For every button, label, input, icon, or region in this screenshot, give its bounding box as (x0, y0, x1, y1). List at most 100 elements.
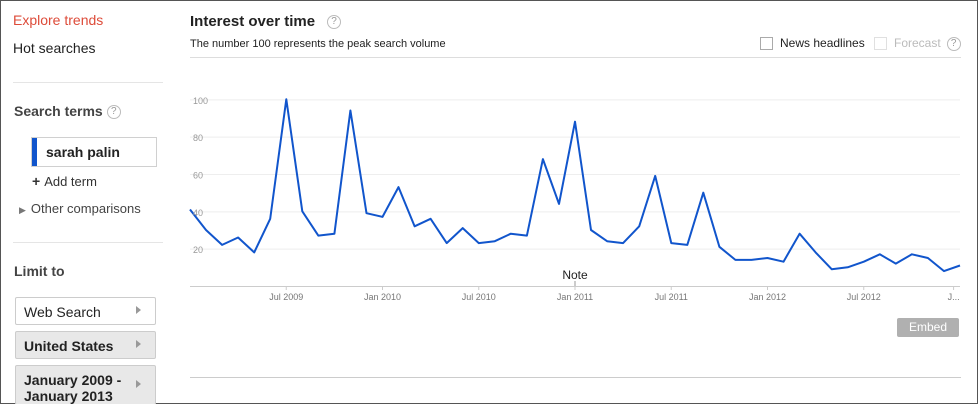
checkbox-icon (760, 37, 773, 51)
search-term-label: sarah palin (46, 144, 120, 160)
hot-searches-link[interactable]: Hot searches (13, 40, 96, 56)
data-point (301, 210, 303, 212)
y-tick-label: 60 (193, 171, 203, 181)
term-color-swatch (32, 138, 37, 166)
search-terms-title: Search terms? (14, 103, 121, 120)
data-point (782, 261, 784, 263)
other-comparisons-toggle[interactable]: ▶ Other comparisons (19, 201, 141, 216)
limit-date-range-dropdown[interactable]: January 2009 - January 2013 (15, 365, 156, 404)
x-tick-label: Jul 2012 (847, 292, 881, 302)
note-annotation: Note (562, 268, 588, 282)
sidebar-divider (13, 82, 163, 83)
help-icon[interactable]: ? (946, 36, 961, 51)
data-point (750, 259, 752, 261)
data-point (462, 227, 464, 229)
data-point (895, 262, 897, 264)
data-point (606, 240, 608, 242)
data-point (317, 234, 319, 236)
embed-button[interactable]: Embed (897, 318, 959, 337)
limit-to-title: Limit to (14, 263, 65, 279)
data-point (445, 242, 447, 244)
data-point (558, 203, 560, 205)
add-term-button[interactable]: + Add term (32, 173, 97, 189)
data-point (686, 244, 688, 246)
data-point (863, 261, 865, 263)
chevron-right-icon (136, 380, 141, 388)
data-point (574, 121, 576, 123)
chart-bottom-divider (190, 377, 961, 378)
x-tick-label: Jan 2010 (364, 292, 401, 302)
data-point (879, 253, 881, 255)
data-point (542, 158, 544, 160)
explore-trends-link[interactable]: Explore trends (13, 12, 104, 28)
x-tick-label: Jul 2009 (269, 292, 303, 302)
data-point (911, 253, 913, 255)
data-point (285, 98, 287, 100)
chevron-right-icon (136, 340, 141, 348)
data-point (734, 259, 736, 261)
data-point (959, 264, 961, 266)
chart-top-divider (190, 57, 961, 58)
data-point (494, 240, 496, 242)
x-tick-label: Jan 2012 (749, 292, 786, 302)
data-point (943, 270, 945, 272)
data-point (670, 242, 672, 244)
news-headlines-checkbox[interactable]: News headlines (760, 36, 865, 51)
forecast-checkbox: Forecast? (874, 36, 961, 51)
search-term-sarah-palin[interactable]: sarah palin (31, 137, 157, 167)
data-point (429, 218, 431, 220)
checkbox-icon (874, 37, 887, 51)
forecast-label: Forecast (894, 36, 941, 50)
data-point (927, 257, 929, 259)
help-icon[interactable]: ? (106, 105, 121, 120)
data-point (654, 175, 656, 177)
chart-title: Interest over time? (190, 13, 342, 30)
data-point (590, 229, 592, 231)
data-point (798, 233, 800, 235)
data-point (349, 109, 351, 111)
x-tick-label: J... (948, 292, 960, 302)
data-point (365, 212, 367, 214)
data-point (526, 234, 528, 236)
limit-date-range-label: January 2009 - January 2013 (24, 372, 122, 404)
data-point (702, 191, 704, 193)
data-point (189, 208, 191, 210)
y-tick-label: 40 (193, 208, 203, 218)
data-point (622, 242, 624, 244)
data-point (397, 186, 399, 188)
data-point (847, 266, 849, 268)
data-point (221, 244, 223, 246)
series-line-sarah-palin (189, 98, 961, 273)
data-point (413, 225, 415, 227)
sidebar-divider (13, 242, 163, 243)
y-tick-label: 100 (193, 96, 208, 106)
data-point (269, 218, 271, 220)
limit-region-label: United States (24, 338, 114, 354)
y-tick-label: 80 (193, 133, 203, 143)
data-point (638, 225, 640, 227)
data-point (830, 268, 832, 270)
data-point (766, 257, 768, 259)
sidebar: Explore trends Hot searches Search terms… (1, 1, 177, 404)
data-point (237, 236, 239, 238)
chart-subtitle: The number 100 represents the peak searc… (190, 38, 446, 50)
help-icon[interactable]: ? (327, 15, 342, 30)
x-tick-label: Jul 2011 (655, 292, 688, 302)
data-point (478, 242, 480, 244)
news-headlines-label: News headlines (780, 36, 865, 50)
data-point (381, 216, 383, 218)
plus-icon: + (32, 173, 41, 189)
chart-title-label: Interest over time (190, 13, 316, 30)
data-point (510, 233, 512, 235)
data-point (205, 229, 207, 231)
data-point (814, 251, 816, 253)
triangle-right-icon: ▶ (19, 205, 26, 215)
data-point (718, 246, 720, 248)
limit-web-search-dropdown[interactable]: Web Search (15, 297, 156, 325)
add-term-label: Add term (44, 174, 97, 189)
chevron-right-icon (136, 306, 141, 314)
limit-region-dropdown[interactable]: United States (15, 331, 156, 359)
data-point (253, 251, 255, 253)
y-tick-label: 20 (193, 245, 203, 255)
